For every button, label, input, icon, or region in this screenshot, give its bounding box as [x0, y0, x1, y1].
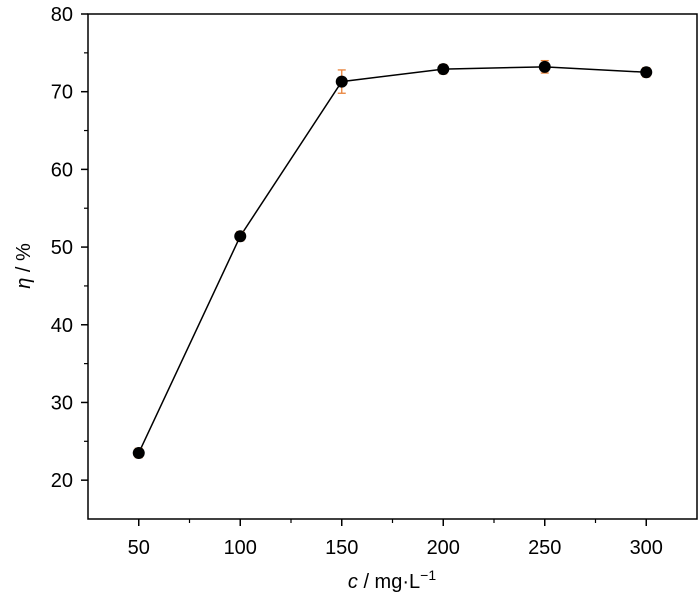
y-tick-label: 80	[51, 4, 73, 26]
data-point	[335, 75, 348, 88]
y-tick-label: 60	[51, 159, 73, 181]
y-axis-label: η / %	[13, 243, 35, 289]
y-tick-label: 20	[51, 470, 73, 492]
data-point	[437, 63, 450, 76]
data-point	[234, 230, 247, 243]
x-axis-label: c / mg·L−1	[348, 567, 436, 593]
x-tick-label: 250	[528, 537, 561, 559]
x-tick-label: 50	[128, 537, 150, 559]
y-tick-label: 30	[51, 392, 73, 414]
y-tick-label: 40	[51, 315, 73, 337]
x-tick-label: 200	[427, 537, 460, 559]
y-tick-label: 70	[51, 82, 73, 104]
x-axis-ticks	[138, 519, 647, 526]
data-point	[538, 60, 551, 73]
x-tick-labels: 50 100 150 200 250 300	[128, 537, 663, 559]
series-line	[138, 66, 647, 454]
x-tick-label: 300	[630, 537, 663, 559]
plot-frame	[87, 13, 698, 520]
data-point	[132, 446, 145, 459]
x-tick-label: 100	[224, 537, 257, 559]
y-tick-labels: 20 30 40 50 60 70 80	[51, 4, 73, 492]
series-group	[132, 59, 653, 459]
data-point	[640, 66, 653, 79]
x-tick-label: 150	[325, 537, 358, 559]
y-axis-ticks	[81, 13, 88, 481]
y-tick-label: 50	[51, 237, 73, 259]
